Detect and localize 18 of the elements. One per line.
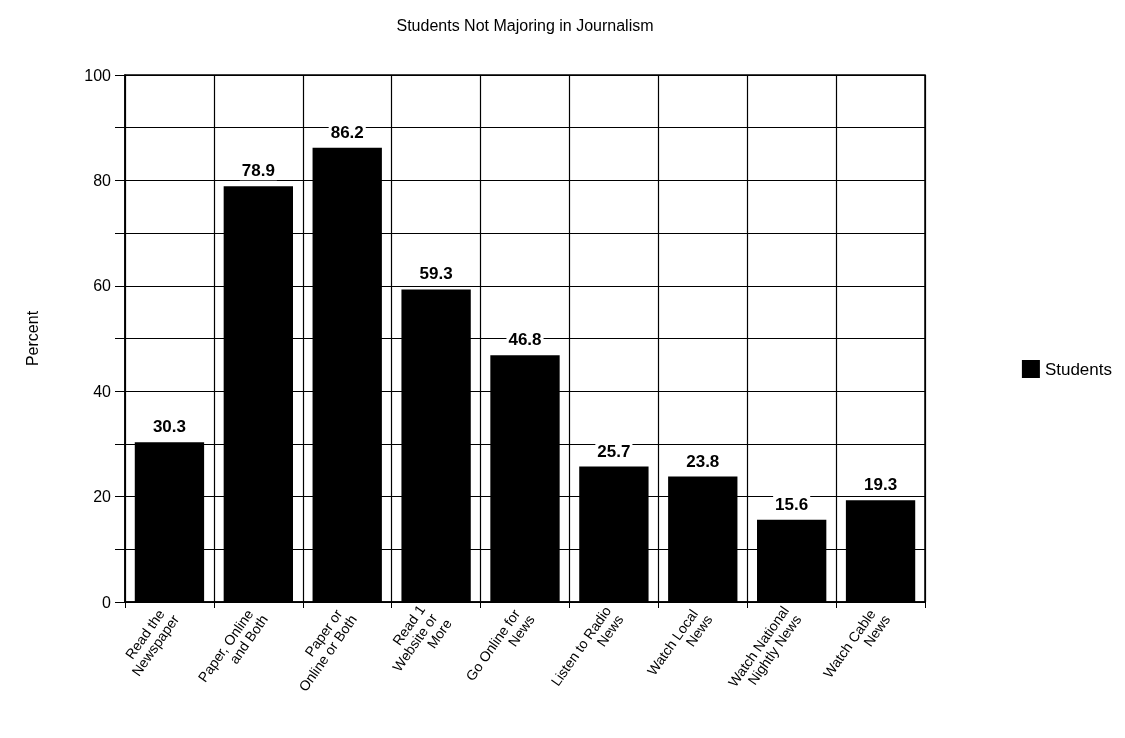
data-label: 25.7 bbox=[597, 441, 631, 461]
data-label: 30.3 bbox=[152, 417, 186, 437]
data-label: 19.3 bbox=[864, 475, 898, 495]
y-tick-label: 0 bbox=[102, 593, 112, 611]
data-label: 86.2 bbox=[330, 122, 364, 142]
chart-title: Students Not Majoring in Journalism bbox=[396, 16, 654, 34]
y-tick-label: 20 bbox=[93, 488, 112, 506]
y-axis-title: Percent bbox=[23, 310, 41, 367]
data-label: 23.8 bbox=[686, 451, 720, 471]
data-label: 46.8 bbox=[508, 330, 542, 350]
data-label: 15.6 bbox=[775, 494, 809, 514]
data-label: 59.3 bbox=[419, 264, 453, 284]
y-tick-label: 100 bbox=[84, 66, 112, 84]
y-tick-label: 60 bbox=[93, 277, 112, 295]
data-label: 78.9 bbox=[241, 161, 275, 181]
y-tick-label: 80 bbox=[93, 171, 112, 189]
y-tick-label: 40 bbox=[93, 382, 112, 400]
legend-label: Students bbox=[1044, 359, 1113, 379]
